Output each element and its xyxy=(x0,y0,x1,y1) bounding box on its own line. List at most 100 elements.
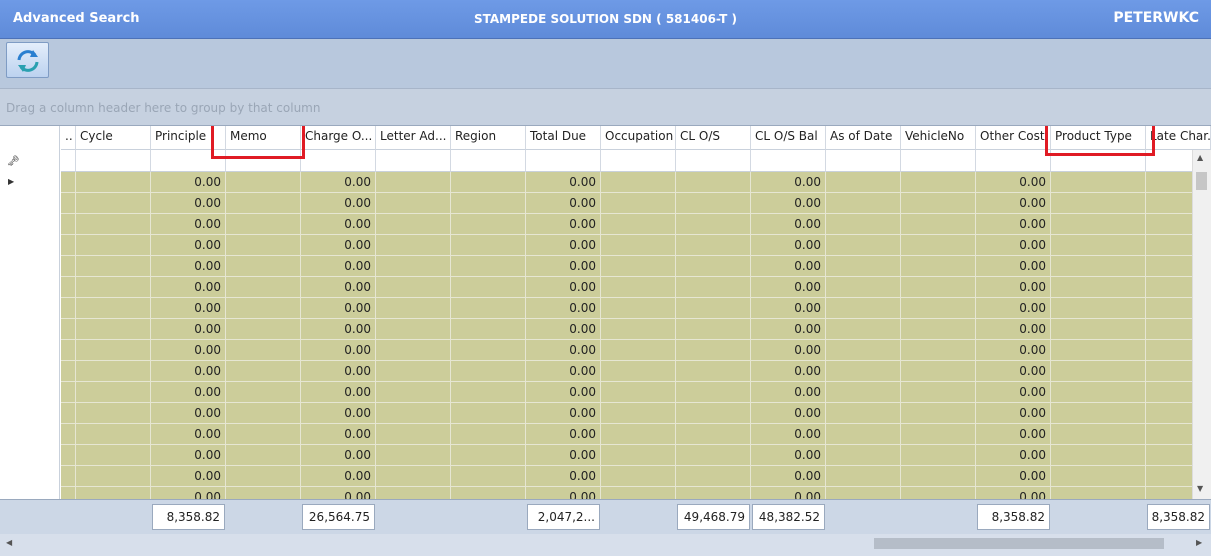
grid-cell[interactable] xyxy=(826,172,901,193)
grid-cell[interactable] xyxy=(61,424,76,445)
grid-cell[interactable] xyxy=(901,445,976,466)
grid-cell[interactable]: 0.00 xyxy=(751,277,826,298)
grid-cell[interactable] xyxy=(76,340,151,361)
filter-cell-5[interactable] xyxy=(376,150,451,172)
grid-cell[interactable] xyxy=(376,235,451,256)
grid-cell[interactable] xyxy=(676,424,751,445)
scroll-right-icon[interactable]: ▶ xyxy=(1196,538,1203,547)
grid-cell[interactable] xyxy=(826,361,901,382)
grid-cell[interactable] xyxy=(601,403,676,424)
grid-cell[interactable] xyxy=(601,298,676,319)
grid-cell[interactable]: 0.00 xyxy=(301,298,376,319)
column-header-5[interactable]: Letter Ad... xyxy=(376,126,451,150)
grid-cell[interactable] xyxy=(226,298,301,319)
filter-cell-13[interactable] xyxy=(976,150,1051,172)
grid-cell[interactable] xyxy=(826,214,901,235)
grid-cell[interactable] xyxy=(376,340,451,361)
grid-cell[interactable]: 0.00 xyxy=(301,256,376,277)
grid-cell[interactable] xyxy=(676,298,751,319)
grid-cell[interactable] xyxy=(376,424,451,445)
grid-cell[interactable] xyxy=(1051,340,1146,361)
grid-cell[interactable]: 0.00 xyxy=(751,235,826,256)
grid-cell[interactable] xyxy=(61,466,76,487)
scroll-left-icon[interactable]: ◀ xyxy=(6,538,13,547)
grid-cell[interactable] xyxy=(61,277,76,298)
grid-cell[interactable] xyxy=(601,445,676,466)
filter-cell-6[interactable] xyxy=(451,150,526,172)
grid-cell[interactable] xyxy=(61,298,76,319)
grid-cell[interactable] xyxy=(901,487,976,499)
grid-cell[interactable]: 0.00 xyxy=(151,256,226,277)
grid-cell[interactable]: 0.00 xyxy=(751,256,826,277)
grid-cell[interactable] xyxy=(226,466,301,487)
grid-cell[interactable] xyxy=(1051,445,1146,466)
grid-cell[interactable]: 0.00 xyxy=(301,193,376,214)
grid-cell[interactable]: 0.00 xyxy=(301,487,376,499)
grid-cell[interactable]: 0.00 xyxy=(976,298,1051,319)
grid-cell[interactable] xyxy=(1051,487,1146,499)
grid-cell[interactable]: 0.00 xyxy=(526,193,601,214)
grid-cell[interactable]: 0.00 xyxy=(976,361,1051,382)
grid-cell[interactable]: 0.00 xyxy=(526,277,601,298)
grid-cell[interactable] xyxy=(676,466,751,487)
grid-cell[interactable]: 0.00 xyxy=(151,424,226,445)
grid-cell[interactable] xyxy=(601,382,676,403)
grid-cell[interactable]: 0.00 xyxy=(526,487,601,499)
grid-cell[interactable] xyxy=(676,193,751,214)
grid-cell[interactable]: 0.00 xyxy=(151,235,226,256)
grid-cell[interactable]: 0.00 xyxy=(526,445,601,466)
grid-cell[interactable] xyxy=(1051,466,1146,487)
grid-cell[interactable] xyxy=(226,277,301,298)
column-header-11[interactable]: As of Date xyxy=(826,126,901,150)
horizontal-scrollbar[interactable]: ◀ ▶ xyxy=(0,534,1211,556)
column-header-13[interactable]: Other Cost xyxy=(976,126,1051,150)
grid-cell[interactable] xyxy=(226,382,301,403)
grid-cell[interactable] xyxy=(76,256,151,277)
filter-cell-8[interactable] xyxy=(601,150,676,172)
grid-cell[interactable] xyxy=(226,424,301,445)
refresh-button[interactable] xyxy=(6,42,49,78)
grid-cell[interactable] xyxy=(451,382,526,403)
grid-cell[interactable]: 0.00 xyxy=(751,340,826,361)
grid-cell[interactable] xyxy=(601,487,676,499)
grid-cell[interactable]: 0.00 xyxy=(976,172,1051,193)
filter-cell-11[interactable] xyxy=(826,150,901,172)
grid-cell[interactable] xyxy=(76,193,151,214)
grid-cell[interactable] xyxy=(76,319,151,340)
grid-cell[interactable] xyxy=(76,235,151,256)
grid-cell[interactable] xyxy=(901,193,976,214)
grid-cell[interactable]: 0.00 xyxy=(976,235,1051,256)
column-header-9[interactable]: CL O/S xyxy=(676,126,751,150)
grid-cell[interactable]: 0.00 xyxy=(151,172,226,193)
column-header-3[interactable]: Memo xyxy=(226,126,301,150)
grid-cell[interactable] xyxy=(1051,214,1146,235)
grid-cell[interactable] xyxy=(61,382,76,403)
grid-cell[interactable] xyxy=(1051,193,1146,214)
grid-cell[interactable]: 0.00 xyxy=(976,445,1051,466)
grid-cell[interactable]: 0.00 xyxy=(301,172,376,193)
grid-cell[interactable] xyxy=(61,193,76,214)
grid-cell[interactable]: 0.00 xyxy=(526,340,601,361)
grid-cell[interactable] xyxy=(901,319,976,340)
filter-cell-7[interactable] xyxy=(526,150,601,172)
filter-cell-12[interactable] xyxy=(901,150,976,172)
column-header-7[interactable]: Total Due xyxy=(526,126,601,150)
grid-cell[interactable] xyxy=(826,235,901,256)
grid-cell[interactable] xyxy=(676,319,751,340)
grid-cell[interactable]: 0.00 xyxy=(151,319,226,340)
grid-cell[interactable] xyxy=(601,235,676,256)
grid-cell[interactable]: 0.00 xyxy=(526,235,601,256)
grid-cell[interactable] xyxy=(376,277,451,298)
filter-cell-1[interactable] xyxy=(76,150,151,172)
grid-cell[interactable] xyxy=(1051,256,1146,277)
grid-cell[interactable] xyxy=(676,256,751,277)
grid-cell[interactable]: 0.00 xyxy=(301,445,376,466)
grid-cell[interactable]: 0.00 xyxy=(751,382,826,403)
grid-cell[interactable]: 0.00 xyxy=(976,340,1051,361)
grid-cell[interactable] xyxy=(451,340,526,361)
grid-cell[interactable]: 0.00 xyxy=(976,382,1051,403)
grid-cell[interactable]: 0.00 xyxy=(301,319,376,340)
grid-cell[interactable] xyxy=(901,172,976,193)
grid-cell[interactable]: 0.00 xyxy=(151,445,226,466)
column-header-0[interactable]: .. xyxy=(61,126,76,150)
